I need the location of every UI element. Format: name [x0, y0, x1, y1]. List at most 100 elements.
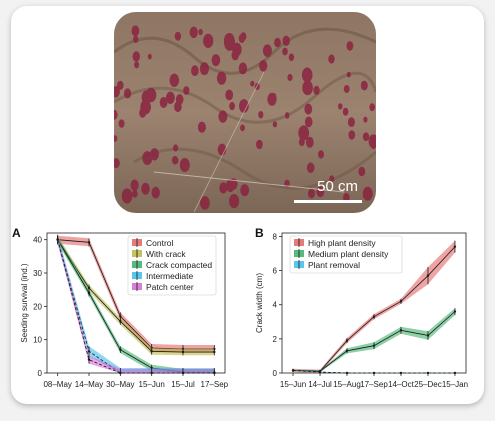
- plant-patch: [134, 61, 140, 69]
- plant-patch: [318, 150, 324, 159]
- y-tick-label: 40: [33, 236, 42, 245]
- data-point: [119, 371, 122, 375]
- x-tick-label: 15–Jun: [139, 380, 165, 389]
- plant-patch: [133, 35, 139, 43]
- series-band-control: [57, 235, 215, 353]
- plant-patch: [114, 158, 120, 169]
- panel-letter-a: A: [12, 226, 21, 240]
- plant-patch: [282, 47, 288, 56]
- data-point: [119, 320, 122, 323]
- plant-patch: [114, 86, 120, 98]
- plant-patch: [284, 112, 290, 119]
- data-point: [181, 350, 185, 354]
- plant-patch: [114, 109, 118, 120]
- plant-patch: [130, 179, 139, 191]
- data-point: [150, 350, 153, 353]
- plant-patch: [170, 94, 175, 101]
- plant-patch: [240, 124, 245, 132]
- x-tick-label: 17–Sep: [360, 380, 388, 389]
- legend-box: [289, 235, 403, 274]
- x-tick-label: 15–Jul: [171, 380, 195, 389]
- data-point: [181, 371, 185, 375]
- plant-patch: [139, 108, 147, 118]
- scale-label: 50 cm: [317, 178, 358, 195]
- plant-patch: [225, 89, 234, 101]
- legend-label: High plant density: [308, 238, 376, 248]
- x-tick-label: 14–Jul: [308, 380, 332, 389]
- plant-patch: [262, 44, 272, 57]
- legend-label: With crack: [146, 249, 186, 259]
- legend-label: Plant removal: [308, 260, 360, 270]
- plant-patch: [369, 103, 375, 112]
- data-point: [213, 350, 216, 354]
- plant-patch: [288, 53, 295, 62]
- legend-box: [127, 235, 217, 296]
- plant-patch: [189, 26, 198, 38]
- plant-patch: [258, 111, 264, 119]
- data-point: [372, 315, 376, 318]
- data-point: [453, 245, 457, 248]
- plant-patch: [197, 121, 206, 133]
- x-tick-label: 25–Dec: [414, 380, 442, 389]
- y-tick-label: 4: [273, 301, 278, 310]
- data-point: [318, 370, 322, 374]
- plant-patch: [173, 144, 179, 152]
- legend-label: Control: [146, 238, 174, 248]
- plant-patch: [114, 135, 118, 142]
- plant-patch: [305, 136, 314, 148]
- x-tick-label: 15–Jun: [280, 380, 306, 389]
- y-tick-label: 30: [33, 269, 42, 278]
- y-tick-label: 8: [273, 232, 278, 241]
- plant-patch: [272, 121, 278, 128]
- plant-patch: [304, 116, 313, 128]
- y-tick-label: 10: [33, 336, 42, 345]
- data-point: [213, 371, 216, 375]
- data-point: [56, 238, 59, 241]
- y-tick-label: 0: [38, 369, 43, 378]
- plant-patch: [141, 182, 150, 195]
- plant-patch: [307, 188, 316, 199]
- plant-patch: [259, 60, 268, 72]
- plant-patch: [219, 182, 228, 194]
- plant-patch: [371, 142, 376, 150]
- plant-patch: [216, 71, 227, 85]
- plant-patch: [191, 65, 199, 77]
- x-tick-label: 15–Jan: [442, 380, 468, 389]
- data-point: [119, 315, 122, 318]
- data-point: [426, 334, 430, 337]
- plant-patch: [256, 139, 263, 150]
- x-tick-label: 08–May: [43, 380, 71, 389]
- plant-patch: [147, 53, 152, 60]
- data-point: [87, 358, 91, 361]
- plant-patch: [142, 151, 153, 166]
- data-point: [453, 371, 457, 375]
- plant-patch: [348, 130, 356, 140]
- plant-patch: [200, 196, 210, 210]
- y-axis-label: Crack width (cm): [255, 273, 264, 333]
- plant-patch: [347, 117, 355, 127]
- data-point: [399, 300, 403, 303]
- plant-patch: [199, 62, 209, 76]
- x-tick-label: 15–Aug: [333, 380, 361, 389]
- data-point: [345, 371, 349, 375]
- data-point: [291, 369, 295, 372]
- plant-patch: [362, 186, 373, 201]
- plant-patch: [287, 73, 293, 82]
- plant-patch: [145, 87, 157, 103]
- plant-patch: [346, 71, 351, 78]
- scale-bar: [294, 200, 362, 203]
- data-point: [399, 329, 403, 332]
- plant-patch: [124, 88, 132, 99]
- plant-patch: [121, 188, 133, 204]
- plant-patch: [238, 62, 248, 75]
- series-line-with-crack: [57, 239, 215, 353]
- plant-patch: [159, 97, 168, 108]
- plant-patch: [231, 50, 239, 61]
- plant-patch: [298, 125, 310, 141]
- plant-patch: [250, 80, 255, 87]
- data-point: [87, 241, 91, 244]
- data-point: [87, 286, 91, 290]
- plant-patch: [362, 132, 370, 142]
- data-point: [399, 371, 403, 375]
